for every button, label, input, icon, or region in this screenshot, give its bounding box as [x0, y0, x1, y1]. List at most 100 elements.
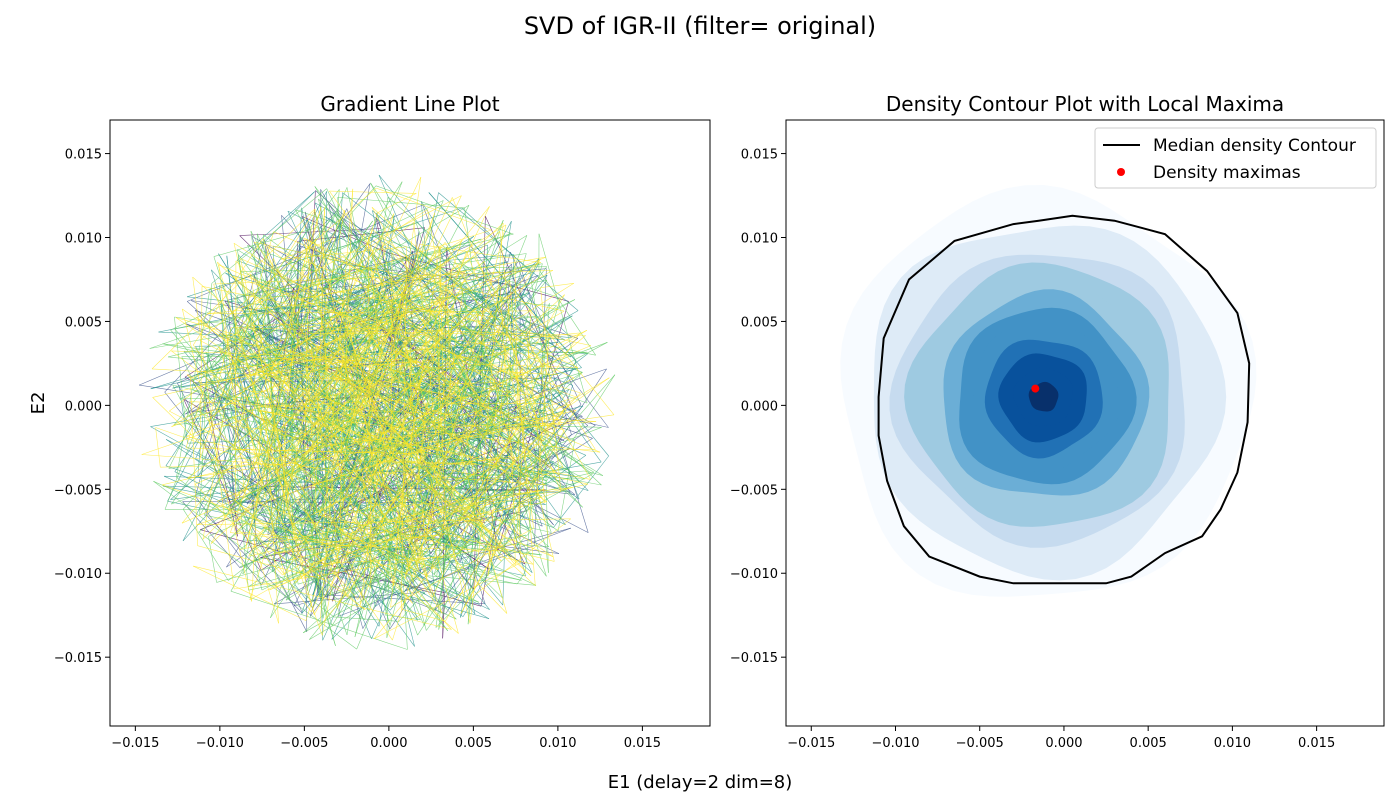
gradient-line-segment [208, 536, 217, 583]
gradient-line-segment [405, 242, 446, 296]
gradient-line-segment [316, 455, 512, 483]
gradient-line-segment [514, 255, 521, 563]
x-tick-label: −0.010 [871, 736, 919, 751]
gradient-line-segment [438, 192, 579, 311]
gradient-line-segment [367, 237, 372, 589]
right-axis-ticks: −0.015 −0.010 −0.005 0.000 0.005 0.010 0.015 −0… [730, 148, 1335, 751]
x-tick-label: 0.015 [624, 736, 661, 751]
left-axis-ticks: −0.015 −0.010 −0.005 0.000 0.005 0.010 0.015 −0… [54, 148, 661, 751]
gradient-line-segment [209, 315, 338, 420]
gradient-line-segment [405, 514, 419, 571]
legend-maxima-label: Density maximas [1153, 163, 1301, 183]
gradient-line-segment [466, 251, 562, 492]
density-contour-plot: Density Contour Plot with Local Maxima −… [730, 92, 1385, 751]
gradient-line-segment [426, 348, 546, 503]
gradient-line-segment [235, 500, 325, 581]
gradient-line-segment [350, 337, 433, 598]
gradient-line-segment [232, 416, 413, 604]
gradient-line-segment [404, 294, 565, 575]
gradient-line-segment [252, 395, 348, 597]
gradient-line-segment [192, 276, 532, 577]
gradient-line-segment [197, 354, 209, 478]
gradient-line-segment [381, 350, 549, 549]
gradient-line-segment [185, 447, 416, 455]
gradient-line-segment [232, 416, 439, 571]
gradient-line-segment [221, 332, 289, 504]
gradient-line-segment [190, 401, 597, 422]
gradient-line-segment [382, 294, 565, 461]
gradient-line-segment [253, 241, 516, 566]
gradient-line-segment [181, 336, 341, 524]
gradient-line-segment [541, 459, 560, 476]
gradient-line-segment [280, 246, 407, 260]
gradient-line-segment [308, 336, 561, 402]
gradient-line-segment [250, 325, 342, 471]
gradient-lines [138, 174, 616, 650]
gradient-line-segment [483, 485, 491, 511]
gradient-line-segment [388, 487, 573, 509]
gradient-line-segment [318, 312, 502, 562]
gradient-line-segment [526, 280, 548, 305]
gradient-line-segment [270, 496, 313, 618]
gradient-line-segment [340, 278, 385, 471]
gradient-line-segment [394, 367, 424, 533]
y-tick-label: −0.010 [730, 567, 778, 582]
gradient-line-segment [173, 379, 213, 426]
gradient-line-segment [291, 458, 395, 558]
gradient-line-segment [428, 192, 577, 361]
y-tick-label: 0.010 [741, 232, 778, 247]
gradient-line-segment [168, 365, 221, 469]
gradient-line-segment [447, 307, 481, 367]
gradient-line-segment [258, 209, 316, 302]
gradient-line-segment [469, 518, 571, 600]
gradient-line-segment [240, 258, 306, 580]
gradient-line-segment [240, 308, 278, 359]
gradient-line-segment [333, 616, 400, 622]
gradient-line-segment [210, 213, 395, 544]
gradient-line-segment [254, 241, 565, 312]
gradient-line-segment [230, 590, 408, 650]
gradient-line-segment [370, 267, 422, 442]
gradient-line-segment [208, 502, 480, 603]
gradient-line-segment [200, 286, 203, 458]
y-tick-label: 0.010 [65, 232, 102, 247]
gradient-line-segment [490, 490, 510, 571]
gradient-line-segment [182, 501, 241, 569]
gradient-line-segment [463, 392, 581, 514]
gradient-line-segment [336, 315, 382, 371]
gradient-line-segment [305, 238, 503, 357]
gradient-line-segment [432, 362, 546, 598]
gradient-line-segment [230, 532, 351, 547]
gradient-line-segment [419, 244, 542, 263]
gradient-line-segment [390, 432, 409, 608]
gradient-line-segment [354, 382, 434, 637]
gradient-line-segment [379, 330, 455, 425]
gradient-line-segment [391, 252, 563, 424]
gradient-line-segment [459, 355, 581, 394]
gradient-line-segment [373, 562, 521, 640]
gradient-line-segment [176, 288, 211, 478]
gradient-line-segment [416, 403, 511, 441]
y-tick-label: −0.015 [730, 651, 778, 666]
x-tick-label: 0.000 [1045, 736, 1082, 751]
gradient-line-segment [392, 306, 504, 318]
gradient-line-segment [344, 322, 424, 369]
gradient-line-segment [251, 411, 262, 602]
gradient-line-segment [469, 356, 503, 624]
gradient-line-segment [385, 447, 536, 587]
gradient-line-segment [283, 210, 346, 519]
gradient-line-segment [205, 351, 457, 620]
gradient-line-segment [584, 470, 603, 476]
gradient-line-segment [294, 372, 450, 395]
gradient-line-segment [176, 317, 565, 431]
gradient-line-segment [342, 370, 384, 532]
gradient-line-segment [321, 192, 343, 530]
gradient-line-segment [448, 455, 535, 464]
gradient-line-segment [526, 332, 546, 503]
gradient-line-segment [272, 245, 287, 563]
x-axis-label: E1 (delay=2 dim=8) [608, 772, 793, 793]
gradient-line-segment [413, 422, 563, 428]
gradient-line-segment [245, 238, 317, 549]
gradient-line-segment [301, 233, 365, 393]
gradient-line-segment [232, 229, 492, 311]
